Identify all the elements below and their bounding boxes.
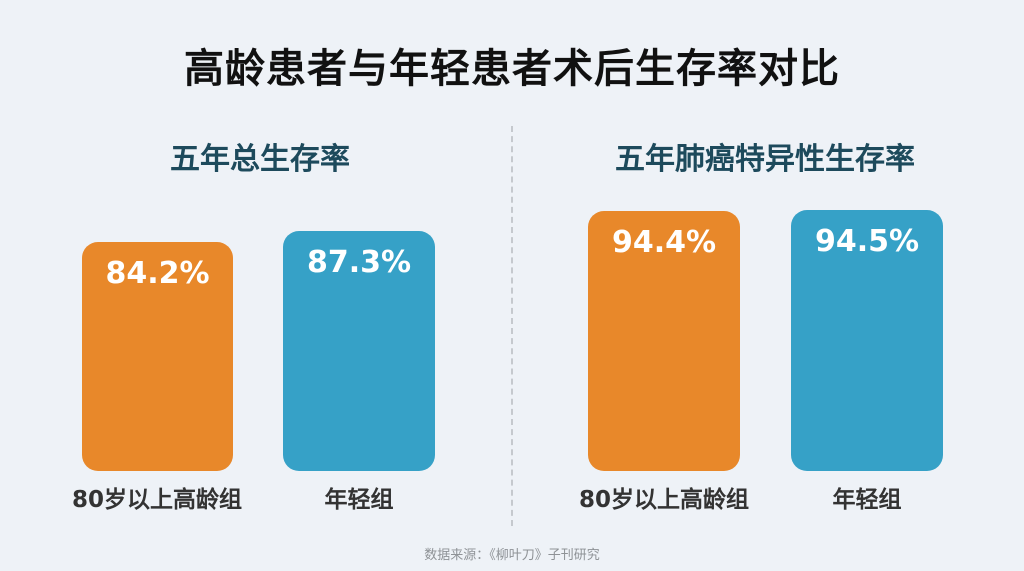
data-source-note: 数据来源：《柳叶刀》子刊研究 [424,548,600,563]
bar-overall-younger: 87.3% [283,231,435,471]
panel-title-cancer-specific-survival: 五年肺癌特异性生存率 [615,142,915,177]
chart-title: 高龄患者与年轻患者术后生存率对比 [184,46,840,92]
category-label-younger: 年轻组 [832,487,902,513]
category-label-older: 80岁以上高龄组 [578,487,749,513]
bar-value-label: 87.3% [306,245,412,280]
bar-value-label: 94.4% [611,225,717,260]
panel-title-overall-survival: 五年总生存率 [170,142,350,177]
bar-specific-younger: 94.5% [791,210,943,471]
bar-value-label: 84.2% [105,256,210,291]
panel-divider [511,126,513,526]
bar-overall-older: 84.2% [82,242,233,471]
category-label-younger: 年轻组 [324,487,394,513]
bar-specific-older: 94.4% [588,211,740,471]
category-label-older: 80岁以上高龄组 [71,487,242,513]
bar-value-label: 94.5% [814,224,920,259]
